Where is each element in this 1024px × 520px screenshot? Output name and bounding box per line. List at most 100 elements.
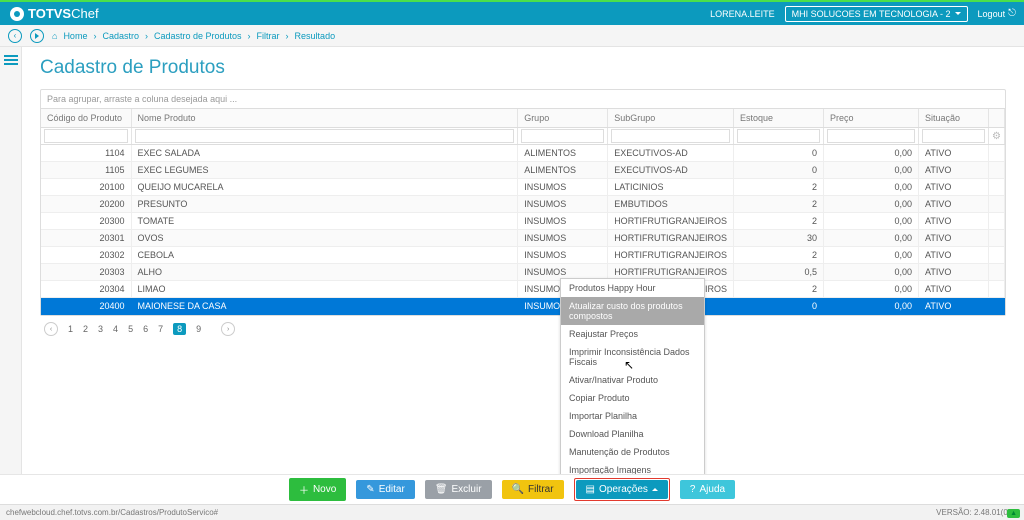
filter-preco[interactable] — [827, 129, 915, 143]
pager-next[interactable]: › — [221, 322, 235, 336]
tenant-dropdown[interactable]: MHI SOLUCOES EM TECNOLOGIA - 2 — [785, 6, 968, 22]
cell-preco: 0,00 — [824, 162, 919, 179]
table-row[interactable]: 20300TOMATEINSUMOSHORTIFRUTIGRANJEIROS20… — [41, 213, 1005, 230]
cell-blank — [989, 145, 1005, 162]
pager-page[interactable]: 5 — [128, 324, 133, 334]
cell-preco: 0,00 — [824, 281, 919, 298]
breadcrumb-item[interactable]: Cadastro de Produtos — [154, 31, 242, 41]
help-icon: ? — [690, 484, 696, 495]
cell-subgrupo: EXECUTIVOS-AD — [608, 145, 734, 162]
editar-button[interactable]: ✎Editar — [356, 480, 415, 499]
pager-page[interactable]: 3 — [98, 324, 103, 334]
cell-situacao: ATIVO — [919, 230, 989, 247]
cell-subgrupo: EMBUTIDOS — [608, 196, 734, 213]
cell-estoque: 30 — [734, 230, 824, 247]
cell-estoque: 0,5 — [734, 264, 824, 281]
cell-nome: MAIONESE DA CASA — [131, 298, 518, 315]
cell-grupo: INSUMOS — [518, 213, 608, 230]
table-row[interactable]: 20200PRESUNTOINSUMOSEMBUTIDOS20,00ATIVO — [41, 196, 1005, 213]
operacoes-menu: Produtos Happy HourAtualizar custo dos p… — [560, 278, 705, 480]
filter-nome[interactable] — [135, 129, 515, 143]
pager-page[interactable]: 2 — [83, 324, 88, 334]
operacoes-menu-item[interactable]: Download Planilha — [561, 425, 704, 443]
bottom-toolbar: ＋Novo ✎Editar 🗑Excluir 🔍Filtrar ▤Operaçõ… — [0, 474, 1024, 504]
operacoes-menu-item[interactable]: Manutenção de Produtos — [561, 443, 704, 461]
col-preco[interactable]: Preço — [824, 109, 919, 128]
gear-icon[interactable]: ⚙ — [989, 128, 1005, 145]
cell-estoque: 0 — [734, 145, 824, 162]
brand-logo-icon — [10, 7, 24, 21]
operacoes-menu-item[interactable]: Produtos Happy Hour — [561, 279, 704, 297]
table-row[interactable]: 20303ALHOINSUMOSHORTIFRUTIGRANJEIROS0,50… — [41, 264, 1005, 281]
table-row[interactable]: 20302CEBOLAINSUMOSHORTIFRUTIGRANJEIROS20… — [41, 247, 1005, 264]
breadcrumb-item[interactable]: Home — [63, 31, 87, 41]
operacoes-menu-item[interactable]: Imprimir Inconsistência Dados Fiscais — [561, 343, 704, 371]
col-codigo[interactable]: Código do Produto — [41, 109, 131, 128]
pager-page[interactable]: 1 — [68, 324, 73, 334]
menu-toggle-icon[interactable] — [4, 55, 18, 65]
table-row[interactable]: 20400MAIONESE DA CASAINSUMOSPROCESSADOS0… — [41, 298, 1005, 315]
pager-page[interactable]: 8 — [173, 323, 186, 335]
cell-situacao: ATIVO — [919, 298, 989, 315]
operacoes-menu-item[interactable]: Reajustar Preços — [561, 325, 704, 343]
operacoes-menu-item[interactable]: Atualizar custo dos produtos compostos — [561, 297, 704, 325]
breadcrumb-item: Resultado — [295, 31, 336, 41]
forward-button[interactable] — [30, 29, 44, 43]
filtrar-button[interactable]: 🔍Filtrar — [502, 480, 564, 499]
table-row[interactable]: 20100QUEIJO MUCARELAINSUMOSLATICINIOS20,… — [41, 179, 1005, 196]
cell-preco: 0,00 — [824, 145, 919, 162]
col-situacao[interactable]: Situação — [919, 109, 989, 128]
pager-prev[interactable]: ‹ — [44, 322, 58, 336]
col-nome[interactable]: Nome Produto — [131, 109, 518, 128]
cell-subgrupo: HORTIFRUTIGRANJEIROS — [608, 247, 734, 264]
filter-estoque[interactable] — [737, 129, 820, 143]
operacoes-button[interactable]: ▤Operações — [576, 480, 668, 499]
back-button[interactable]: ‹ — [8, 29, 22, 43]
list-icon: ▤ — [586, 484, 595, 495]
cell-nome: CEBOLA — [131, 247, 518, 264]
pager-page[interactable]: 7 — [158, 324, 163, 334]
pager-page[interactable]: 4 — [113, 324, 118, 334]
chevron-right-icon — [35, 33, 39, 39]
table-row[interactable]: 1104EXEC SALADAALIMENTOSEXECUTIVOS-AD00,… — [41, 145, 1005, 162]
main-content: Cadastro de Produtos Para agrupar, arras… — [22, 47, 1024, 342]
cell-blank — [989, 196, 1005, 213]
cell-grupo: INSUMOS — [518, 196, 608, 213]
cell-estoque: 2 — [734, 196, 824, 213]
search-icon: 🔍 — [512, 484, 524, 495]
table-header-row: Código do Produto Nome Produto Grupo Sub… — [41, 109, 1005, 128]
col-subgrupo[interactable]: SubGrupo — [608, 109, 734, 128]
topbar: TOTVSChef LORENA.LEITE MHI SOLUCOES EM T… — [0, 2, 1024, 25]
col-config[interactable] — [989, 109, 1005, 128]
breadcrumb-item[interactable]: Filtrar — [257, 31, 280, 41]
filter-grupo[interactable] — [521, 129, 604, 143]
cell-codigo: 20303 — [41, 264, 131, 281]
table-row[interactable]: 20304LIMAOINSUMOSHORTIFRUTIGRANJEIROS20,… — [41, 281, 1005, 298]
cell-blank — [989, 247, 1005, 264]
pager-page[interactable]: 9 — [196, 324, 201, 334]
col-estoque[interactable]: Estoque — [734, 109, 824, 128]
operacoes-menu-item[interactable]: Importar Planilha — [561, 407, 704, 425]
cell-preco: 0,00 — [824, 298, 919, 315]
grid-panel: Para agrupar, arraste a coluna desejada … — [40, 89, 1006, 316]
ajuda-button[interactable]: ?Ajuda — [680, 480, 735, 499]
novo-button[interactable]: ＋Novo — [289, 478, 346, 501]
brand-text: TOTVSChef — [28, 6, 99, 21]
breadcrumb-item[interactable]: Cadastro — [102, 31, 139, 41]
status-bar: chefwebcloud.chef.totvs.com.br/Cadastros… — [0, 504, 1024, 520]
pager-page[interactable]: 6 — [143, 324, 148, 334]
filter-situacao[interactable] — [922, 129, 985, 143]
cell-blank — [989, 230, 1005, 247]
filter-subgrupo[interactable] — [611, 129, 730, 143]
table-row[interactable]: 1105EXEC LEGUMESALIMENTOSEXECUTIVOS-AD00… — [41, 162, 1005, 179]
logout-link[interactable]: Logout ⎋ — [978, 8, 1016, 19]
filter-codigo[interactable] — [44, 129, 128, 143]
table-row[interactable]: 20301OVOSINSUMOSHORTIFRUTIGRANJEIROS300,… — [41, 230, 1005, 247]
cell-grupo: INSUMOS — [518, 247, 608, 264]
cell-estoque: 2 — [734, 179, 824, 196]
col-grupo[interactable]: Grupo — [518, 109, 608, 128]
operacoes-menu-item[interactable]: Ativar/Inativar Produto — [561, 371, 704, 389]
cell-estoque: 2 — [734, 247, 824, 264]
operacoes-menu-item[interactable]: Copiar Produto — [561, 389, 704, 407]
excluir-button[interactable]: 🗑Excluir — [425, 480, 492, 499]
